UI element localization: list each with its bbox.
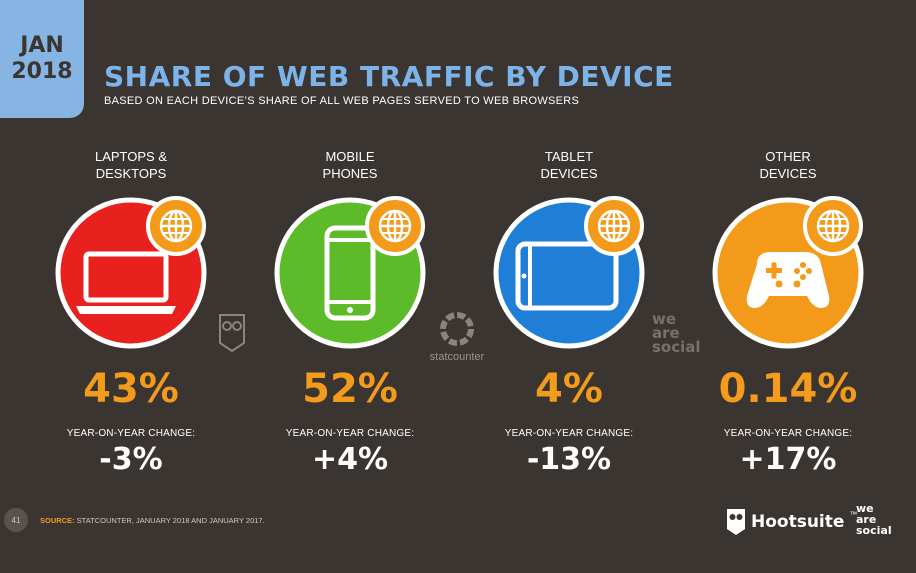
device-circle xyxy=(54,196,208,350)
yoy-label: YEAR-ON-YEAR CHANGE: xyxy=(504,428,634,439)
mobile-phone-icon xyxy=(324,225,376,321)
device-circle xyxy=(273,196,427,350)
category-label-line2: DEVICES xyxy=(540,166,598,181)
hootsuite-logo: Hootsuite ™ xyxy=(726,508,857,536)
yoy-label: YEAR-ON-YEAR CHANGE: xyxy=(723,428,853,439)
trademark-symbol: ™ xyxy=(849,510,858,519)
category-label-line1: OTHER xyxy=(765,149,811,164)
category-label-line2: PHONES xyxy=(322,166,378,181)
date-tab: JAN 2018 xyxy=(0,0,84,118)
date-month: JAN xyxy=(20,33,64,58)
share-value: 0.14% xyxy=(718,366,858,412)
globe-icon xyxy=(365,196,425,256)
category-label: LAPTOPS & DESKTOPS xyxy=(46,148,216,184)
tablet-icon xyxy=(515,241,619,311)
globe-icon xyxy=(803,196,863,256)
device-circle xyxy=(711,196,865,350)
page-subtitle: BASED ON EACH DEVICE’S SHARE OF ALL WEB … xyxy=(104,95,580,107)
laptop-icon xyxy=(76,251,176,314)
wearesocial-line: we xyxy=(856,502,874,515)
share-value: 43% xyxy=(83,366,179,412)
page-title: SHARE OF WEB TRAFFIC BY DEVICE xyxy=(104,60,674,93)
source-key: SOURCE: xyxy=(40,516,75,525)
gamepad-icon xyxy=(746,252,830,308)
category-label: MOBILE PHONES xyxy=(265,148,435,184)
device-column-mobile: MOBILE PHONES 52% YEAR-ON-YEAR CHANGE: xyxy=(265,148,435,477)
yoy-value: +17% xyxy=(739,442,837,477)
yoy-value: -3% xyxy=(99,442,163,477)
yoy-value: -13% xyxy=(526,442,612,477)
wearesocial-watermark-line: we xyxy=(652,310,677,328)
category-label-line2: DEVICES xyxy=(759,166,817,181)
statcounter-logo-icon xyxy=(440,312,474,346)
yoy-label: YEAR-ON-YEAR CHANGE: xyxy=(285,428,415,439)
device-column-laptops: LAPTOPS & DESKTOPS 43% YEAR-ON-YEAR CHAN… xyxy=(46,148,216,477)
globe-icon xyxy=(584,196,644,256)
globe-icon xyxy=(146,196,206,256)
hootsuite-wordmark: Hootsuite xyxy=(751,512,845,532)
statcounter-watermark: statcounter xyxy=(420,312,494,363)
source-text: STATCOUNTER, JANUARY 2018 AND JANUARY 20… xyxy=(74,516,265,525)
wearesocial-line: social xyxy=(856,524,892,537)
category-label-line1: TABLET xyxy=(544,149,594,164)
category-label-line2: DESKTOPS xyxy=(95,166,167,181)
device-column-other: OTHER DEVICES xyxy=(703,148,873,477)
statcounter-watermark-text: statcounter xyxy=(429,351,485,363)
yoy-label: YEAR-ON-YEAR CHANGE: xyxy=(66,428,196,439)
category-label-line1: LAPTOPS & xyxy=(94,149,167,164)
hootsuite-owl-icon xyxy=(727,509,745,535)
page-number-badge: 41 xyxy=(4,508,28,532)
wearesocial-line: are xyxy=(856,513,877,526)
category-label: TABLET DEVICES xyxy=(484,148,654,184)
category-label-line1: MOBILE xyxy=(325,149,375,164)
device-circle xyxy=(492,196,646,350)
wearesocial-watermark-line: social xyxy=(652,338,701,356)
wearesocial-watermark-line: are xyxy=(652,324,680,342)
source-note: SOURCE: STATCOUNTER, JANUARY 2018 AND JA… xyxy=(40,516,265,525)
wearesocial-logo: we are social xyxy=(856,503,892,536)
wearesocial-watermark: we are social xyxy=(652,310,701,356)
date-year: 2018 xyxy=(11,59,73,84)
share-value: 52% xyxy=(302,366,398,412)
share-value: 4% xyxy=(535,366,603,412)
device-column-tablet: TABLET DEVICES 4% YEAR-ON-YEAR CHANGE: -… xyxy=(484,148,654,477)
yoy-value: +4% xyxy=(311,442,389,477)
hootsuite-owl-watermark-icon xyxy=(218,313,246,358)
category-label: OTHER DEVICES xyxy=(703,148,873,184)
